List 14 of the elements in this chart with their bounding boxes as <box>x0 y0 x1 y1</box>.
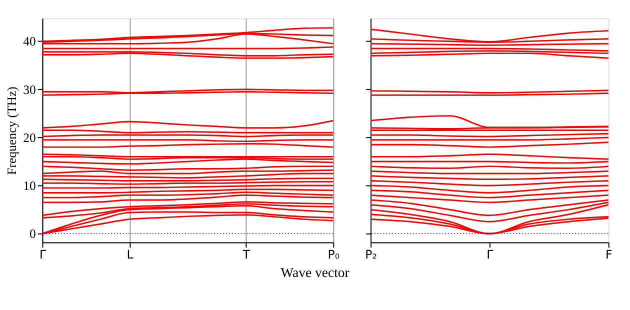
y-tick-label: 40 <box>23 34 36 49</box>
y-axis-title: Frequency (THz) <box>5 86 20 175</box>
y-tick-label: 20 <box>23 130 36 145</box>
y-tick-label: 0 <box>29 227 36 242</box>
x-tick-label: F <box>605 248 612 262</box>
x-tick-label: Γ <box>486 248 494 262</box>
x-tick-label: P₂ <box>365 248 377 262</box>
y-tick-label: 30 <box>23 82 36 97</box>
x-tick-label: L <box>126 248 134 262</box>
x-tick-label: T <box>242 248 251 262</box>
x-tick-label: P₀ <box>328 248 340 262</box>
x-axis-title: Wave vector <box>280 265 350 280</box>
x-tick-label: Γ <box>39 248 46 262</box>
y-tick-label: 10 <box>23 178 36 193</box>
